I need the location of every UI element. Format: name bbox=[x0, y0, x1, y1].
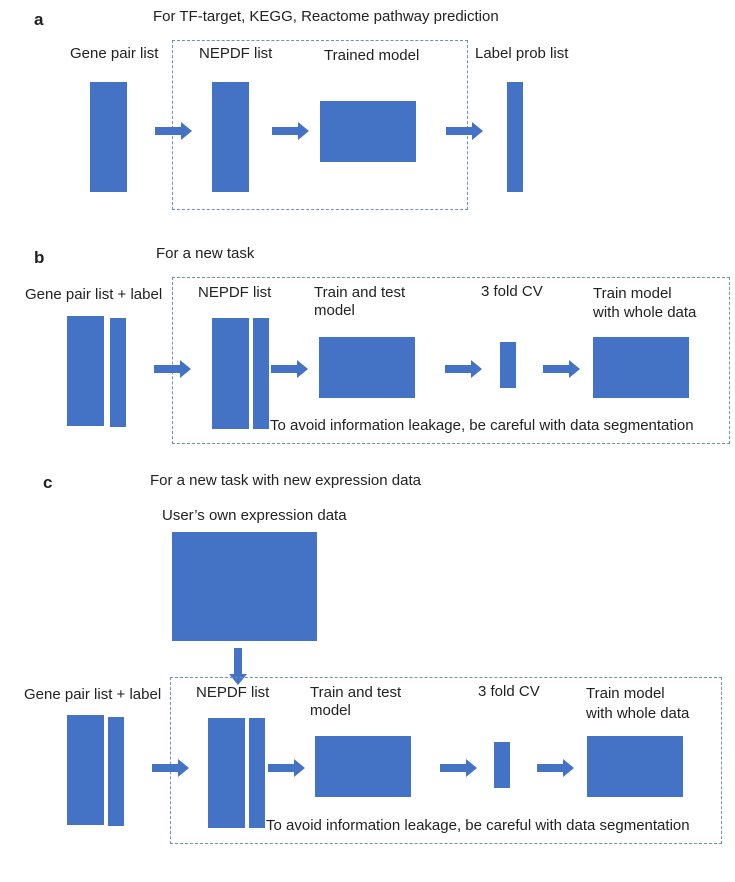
panel-c-pipeline-box bbox=[170, 677, 722, 844]
panel-c-nepdf-block-1 bbox=[208, 718, 245, 828]
panel-b-title: For a new task bbox=[156, 245, 255, 262]
panel-a-label-prob-block bbox=[507, 82, 523, 192]
panel-c-user-data-block bbox=[172, 532, 317, 641]
panel-c-user-data-label: User’s own expression data bbox=[162, 507, 347, 524]
panel-a-nepdf-block bbox=[212, 82, 249, 192]
panel-b-arrow-2-icon bbox=[271, 360, 308, 378]
panel-a-arrow-3-icon bbox=[446, 122, 483, 140]
panel-b-train-whole-label-2: with whole data bbox=[593, 304, 697, 321]
panel-b-cv-block bbox=[500, 342, 516, 388]
panel-a-pipeline-box bbox=[172, 40, 468, 210]
panel-c-arrow-4-icon bbox=[537, 759, 574, 777]
panel-b-train-whole-label-1: Train model bbox=[593, 285, 672, 302]
panel-c-arrow-2-icon bbox=[268, 759, 305, 777]
panel-a-label-prob-label: Label prob list bbox=[475, 45, 569, 62]
panel-c-label: c bbox=[43, 473, 53, 492]
panel-b-nepdf-block-1 bbox=[212, 318, 249, 429]
panel-b-label-block bbox=[110, 318, 126, 427]
panel-c-train-whole-block bbox=[587, 736, 683, 797]
panel-a-nepdf-label: NEPDF list bbox=[199, 45, 273, 62]
panel-a-arrow-1-icon bbox=[155, 122, 192, 140]
panel-c-note: To avoid information leakage, be careful… bbox=[266, 817, 690, 834]
panel-b-label: b bbox=[34, 248, 45, 267]
panel-c-cv-block bbox=[494, 742, 510, 788]
panel-b-arrow-1-icon bbox=[154, 360, 191, 378]
panel-a-gene-pair-label: Gene pair list bbox=[70, 45, 159, 62]
panel-c-train-test-label-2: model bbox=[310, 702, 351, 719]
panel-a-trained-model-block bbox=[320, 101, 416, 162]
panel-a-arrow-2-icon bbox=[272, 122, 309, 140]
panel-c-nepdf-block-2 bbox=[249, 718, 265, 828]
panel-c-gene-pair-block bbox=[67, 715, 104, 825]
panel-c-train-test-block bbox=[315, 736, 411, 797]
panel-b-arrow-4-icon bbox=[543, 360, 580, 378]
panel-b-note: To avoid information leakage, be careful… bbox=[270, 417, 694, 434]
panel-c-title: For a new task with new expression data bbox=[150, 472, 421, 489]
panel-b-arrow-3-icon bbox=[445, 360, 482, 378]
panel-a-title: For TF-target, KEGG, Reactome pathway pr… bbox=[153, 8, 499, 25]
panel-c-down-arrow-icon bbox=[229, 648, 247, 685]
panel-b-train-whole-block bbox=[593, 337, 689, 398]
panel-b-gene-pair-label: Gene pair list + label bbox=[25, 286, 163, 303]
panel-c-arrow-3-icon bbox=[440, 759, 477, 777]
panel-b-pipeline-box bbox=[172, 277, 730, 444]
panel-b-gene-pair-block bbox=[67, 316, 104, 426]
panel-c-label-block bbox=[108, 717, 124, 826]
panel-c-gene-pair-label: Gene pair list + label bbox=[24, 686, 162, 703]
panel-a-label: a bbox=[34, 10, 44, 29]
panel-c-train-whole-label-2: with whole data bbox=[586, 705, 690, 722]
panel-a-trained-model-label: Trained model bbox=[324, 47, 420, 64]
panel-c-nepdf-label: NEPDF list bbox=[196, 684, 270, 701]
panel-c-train-whole-label-1: Train model bbox=[586, 685, 665, 702]
panel-c-train-test-label-1: Train and test bbox=[310, 684, 402, 701]
panel-b-train-test-label-1: Train and test bbox=[314, 284, 406, 301]
panel-c-cv-label: 3 fold CV bbox=[478, 683, 540, 700]
panel-b-train-test-label-2: model bbox=[314, 302, 355, 319]
panel-b-train-test-block bbox=[319, 337, 415, 398]
panel-a-gene-pair-block bbox=[90, 82, 127, 192]
panel-b-nepdf-label: NEPDF list bbox=[198, 284, 272, 301]
panel-c-arrow-1-icon bbox=[152, 759, 189, 777]
panel-b-cv-label: 3 fold CV bbox=[481, 283, 543, 300]
panel-b-nepdf-block-2 bbox=[253, 318, 269, 429]
